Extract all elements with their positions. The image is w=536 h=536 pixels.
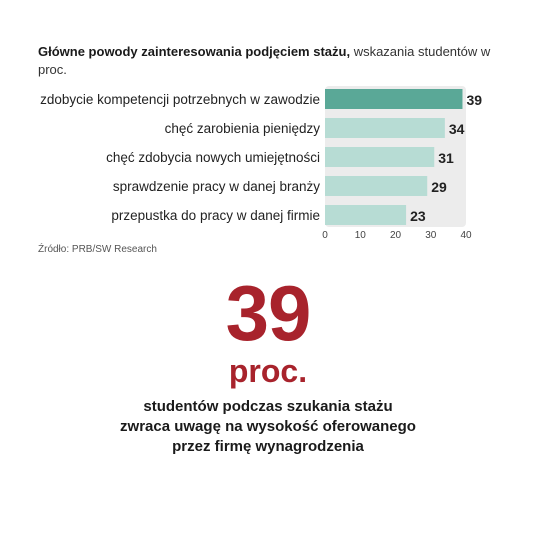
chart-title-bold: Główne powody zainteresowania podjęciem … [38, 44, 351, 59]
value-label: 23 [410, 208, 426, 224]
highlight-number: 39 [225, 269, 312, 357]
category-label: zdobycie kompetencji potrzebnych w zawod… [40, 92, 320, 107]
category-label: chęć zdobycia nowych umiejętności [106, 150, 320, 165]
highlight-caption: studentów podczas szukania stażu zwraca … [120, 398, 416, 455]
source-note: Źródło: PRB/SW Research [38, 244, 157, 255]
value-label: 29 [431, 179, 447, 195]
category-label: chęć zarobienia pieniędzy [165, 121, 321, 136]
bar [325, 147, 435, 167]
value-label: 34 [449, 121, 465, 137]
bar [325, 176, 428, 196]
x-tick-label: 40 [460, 230, 472, 241]
chart-title-normal: wskazania studentów w proc. [38, 44, 491, 77]
value-label: 39 [466, 92, 482, 108]
x-tick-label: 30 [425, 230, 437, 241]
chart-title: Główne powody zainteresowania podjęciem … [38, 43, 508, 79]
category-label: przepustka do pracy w danej firmie [111, 208, 320, 223]
bar [325, 118, 445, 138]
value-label: 31 [438, 150, 454, 166]
x-tick-label: 20 [390, 230, 402, 241]
highlight-unit: proc. [228, 353, 308, 389]
bar [325, 205, 407, 225]
bar-chart: zdobycie kompetencji potrzebnych w zawod… [40, 86, 482, 241]
x-tick-label: 0 [322, 230, 328, 241]
bar [325, 89, 463, 109]
category-label: sprawdzenie pracy w danej branży [113, 179, 320, 194]
x-tick-label: 10 [355, 230, 367, 241]
